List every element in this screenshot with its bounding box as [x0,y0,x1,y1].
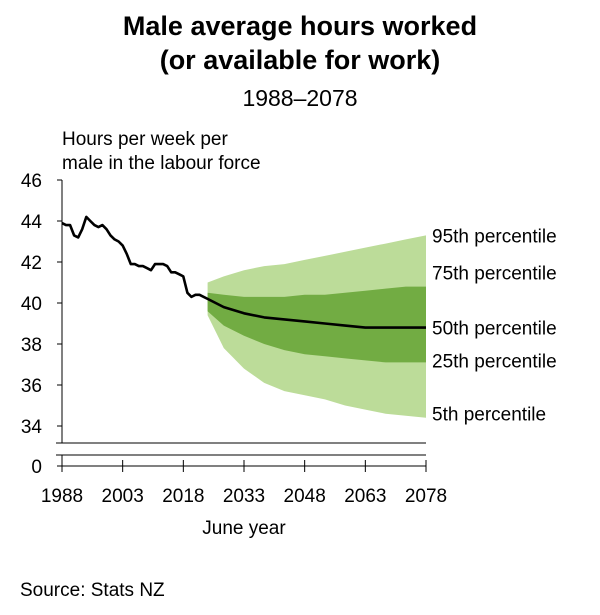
y-tick-label: 38 [21,335,42,356]
band-25th-75th-percentile [207,286,426,363]
x-axis-label: June year [202,518,286,539]
y-tick-label: 36 [21,376,42,397]
series-label: 95th percentile [432,226,557,247]
x-tick-label: 1988 [41,486,83,507]
y-tick-label: 44 [21,212,43,233]
series-label: 25th percentile [432,351,557,372]
percentile-bands [207,235,426,418]
x-tick-label: 2033 [223,486,265,507]
source-note: Source: Stats NZ [20,580,165,601]
x-tick-label: 2003 [102,486,144,507]
y-tick-label: 40 [21,294,42,315]
chart-title-line1: Male average hours worked [122,11,478,41]
axes: 34 36 38 40 42 44 46 0 1988 2003 2018 2033 2048 2063 2… [21,171,447,539]
line-series [61,215,426,329]
x-tick-label: 2048 [284,486,326,507]
median-hours-line [61,215,426,329]
series-label: 5th percentile [432,405,546,426]
y-tick-label-zero: 0 [31,457,42,478]
x-tick-label: 2063 [344,486,386,507]
chart-labels: 95th percentile 75th percentile 50th perce… [432,226,557,425]
x-tick-label: 2078 [405,486,447,507]
y-tick-label: 34 [21,417,43,438]
y-tick-label: 42 [21,253,42,274]
y-axis-label-line1: Hours per week per [62,129,228,150]
x-tick-label: 2018 [162,486,204,507]
chart-subtitle: 1988–2078 [242,85,358,111]
series-label: 50th percentile [432,319,557,340]
y-axis-label-line2: male in the labour force [62,153,261,174]
chart-title-line2: (or available for work) [159,45,441,75]
series-label: 75th percentile [432,263,557,284]
y-tick-label: 46 [21,171,42,192]
